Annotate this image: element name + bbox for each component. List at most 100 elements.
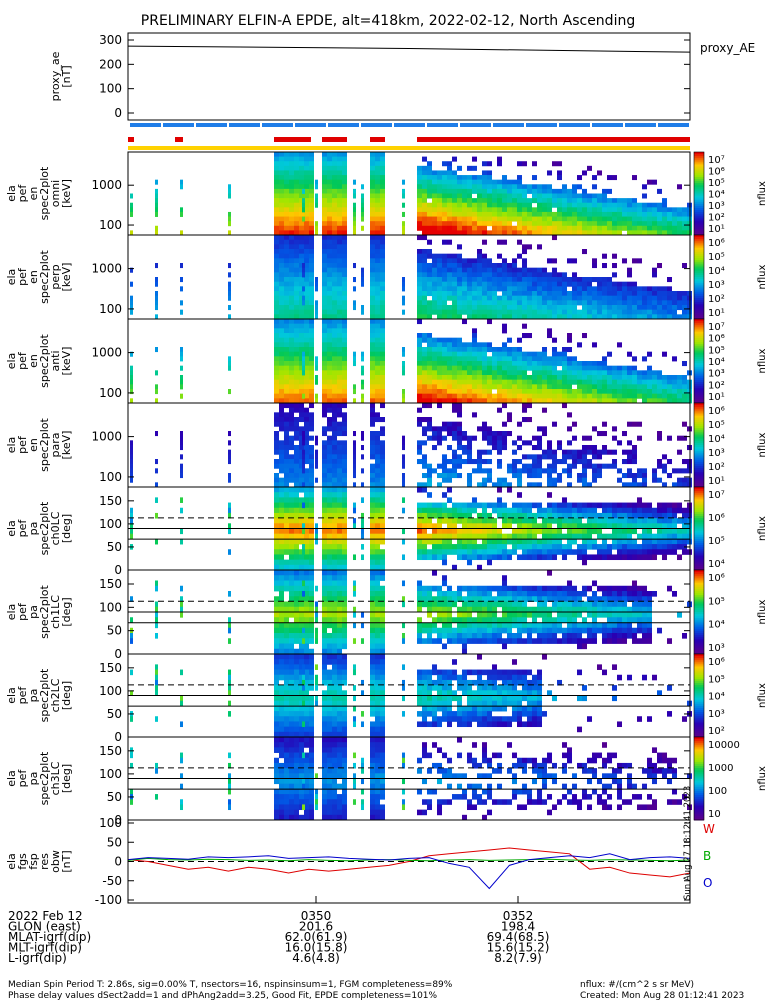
spectrogram-cell — [294, 305, 299, 311]
spectrogram-cell — [279, 398, 284, 404]
spectrogram-cell — [497, 389, 502, 395]
spectrogram-cell — [294, 198, 299, 204]
spectrogram-cell — [304, 370, 309, 376]
spectrogram-cell — [457, 403, 462, 409]
spectrogram-cell — [492, 295, 497, 301]
spectrogram-cell — [180, 528, 183, 535]
colorbar-cell — [694, 386, 704, 389]
spectrogram-cell — [432, 277, 437, 283]
spectrogram-cell — [442, 507, 447, 514]
spectrogram-cell — [322, 263, 327, 269]
colorbar-cell — [694, 392, 704, 396]
spectrogram-cell — [557, 398, 562, 404]
spectrogram-cell — [557, 351, 562, 357]
spectrogram-cell — [180, 351, 183, 357]
spectrogram-cell — [322, 648, 327, 655]
spectrogram-cell — [477, 459, 482, 465]
spectrogram-cell — [342, 281, 347, 287]
spectrogram-cell — [427, 193, 432, 199]
spectrogram-cell — [289, 342, 294, 348]
spectrogram-cell — [337, 538, 342, 545]
spectrogram-cell — [422, 507, 427, 514]
spectrogram-cell — [627, 384, 632, 390]
spectrogram-cell — [180, 440, 183, 446]
spectrogram-cell — [228, 356, 231, 362]
spectrogram-cell — [617, 379, 622, 385]
spectrogram-cell — [294, 365, 299, 371]
spectrogram-cell — [582, 463, 587, 469]
spectrogram-cell — [155, 370, 158, 376]
spectrogram-cell — [592, 554, 597, 561]
spectrogram-cell — [370, 184, 375, 190]
spectrogram-cell — [337, 612, 342, 618]
spectrogram-cell — [457, 512, 462, 519]
spectrogram-cell — [542, 198, 547, 204]
spectrogram-cell — [647, 225, 652, 231]
spectrogram-cell — [370, 564, 375, 571]
spectrogram-cell — [274, 606, 279, 613]
spectrogram-cell — [537, 544, 542, 550]
spectrogram-cell — [322, 412, 327, 418]
spectrogram-cell — [452, 207, 457, 213]
spectrogram-cell — [279, 518, 284, 524]
spectrogram-cell — [315, 300, 318, 306]
spectrogram-cell — [342, 533, 347, 540]
spectrogram-cell — [130, 365, 133, 371]
spectrogram-cell — [337, 161, 342, 167]
spectrogram-cell — [577, 225, 582, 231]
spectrogram-cell — [472, 156, 477, 162]
spectrogram-cell — [370, 253, 375, 259]
spectrogram-cell — [462, 258, 467, 264]
spectrogram-cell — [547, 202, 552, 208]
spectrogram-cell — [477, 449, 482, 455]
spectrogram-cell — [417, 207, 422, 213]
spectrogram-cell — [402, 230, 405, 236]
spectrogram-cell — [457, 314, 462, 320]
spectrogram-cell — [342, 528, 347, 535]
spectrogram-cell — [332, 225, 337, 231]
spectrogram-cell — [402, 398, 405, 404]
spectrogram-cell — [652, 225, 657, 231]
spectrogram-cell — [617, 225, 622, 231]
spectrogram-cell — [309, 291, 314, 297]
spectrogram-cell — [180, 468, 183, 474]
spectrogram-cell — [370, 179, 375, 185]
spectrogram-cell — [380, 633, 385, 639]
spectrogram-cell — [370, 643, 375, 650]
spectrogram-cell — [622, 538, 627, 545]
spectrogram-cell — [289, 507, 294, 514]
y-axis-label-line: ela — [5, 185, 18, 202]
spectrogram-cell — [422, 482, 427, 488]
spectrogram-cell — [342, 523, 347, 529]
spectrogram-cell — [487, 207, 492, 213]
spectrogram-cell — [537, 384, 542, 390]
spectrogram-cell — [607, 389, 612, 395]
y-tick-label: 0 — [114, 106, 122, 120]
spectrogram-cell — [657, 538, 662, 545]
spectrogram-cell — [477, 193, 482, 199]
spectrogram-cell — [557, 207, 562, 213]
spectrogram-cell — [527, 417, 532, 423]
spectrogram-cell — [572, 202, 577, 208]
spectrogram-cell — [527, 440, 532, 446]
spectrogram-cell — [322, 633, 327, 639]
spectrogram-cell — [309, 477, 314, 483]
spectrogram-cell — [577, 375, 582, 381]
spectrogram-cell — [632, 379, 637, 385]
spectrogram-cell — [422, 473, 427, 479]
spectrogram-cell — [452, 230, 457, 236]
spectrogram-cell — [294, 337, 299, 343]
spectrogram-cell — [315, 440, 318, 446]
spectrogram-cell — [457, 337, 462, 343]
spectrogram-cell — [309, 648, 314, 655]
spectrogram-cell — [422, 356, 427, 362]
spectrogram-cell — [667, 393, 672, 399]
spectrogram-cell — [452, 523, 457, 529]
spectrogram-cell — [370, 412, 375, 418]
spectrogram-cell — [353, 356, 356, 362]
spectrogram-cell — [497, 314, 502, 320]
spectrogram-cell — [332, 216, 337, 222]
spectrogram-cell — [370, 403, 375, 409]
colorbar-cell — [694, 226, 704, 230]
spectrogram-cell — [457, 533, 462, 540]
